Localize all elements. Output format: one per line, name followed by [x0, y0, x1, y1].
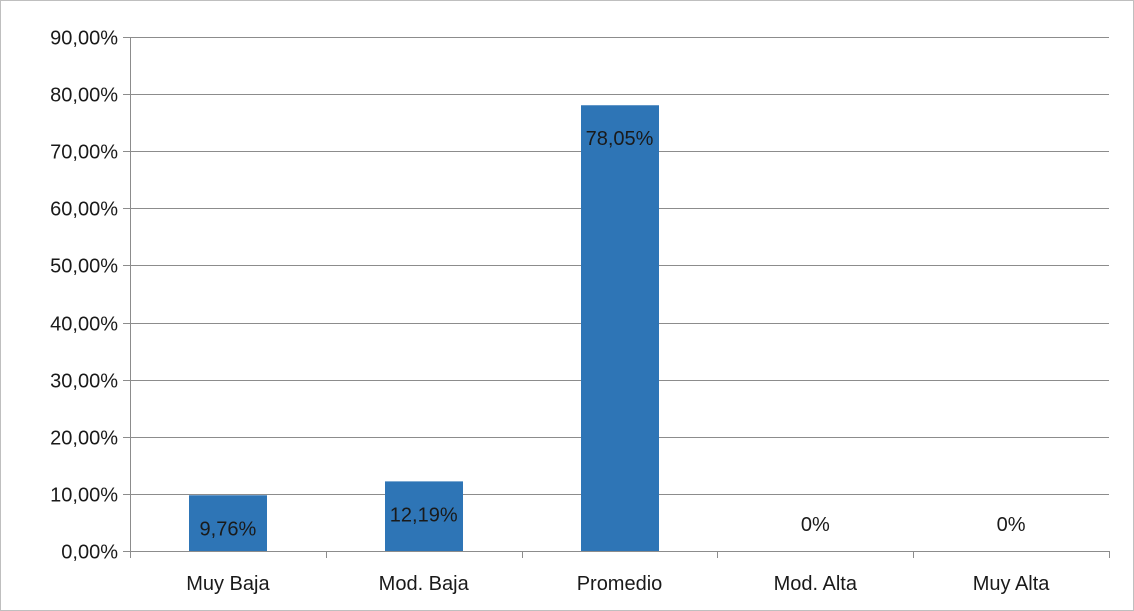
bars [189, 105, 659, 552]
y-tick-label: 40,00% [50, 314, 118, 336]
y-tick-label: 90,00% [50, 28, 118, 50]
x-category-label: Mod. Baja [379, 573, 470, 595]
y-tick-label: 50,00% [50, 256, 118, 278]
y-tick-label: 10,00% [50, 485, 118, 507]
data-label: 12,19% [390, 504, 458, 526]
data-label: 78,05% [586, 128, 654, 150]
bar-mod-baja [385, 481, 463, 551]
y-tick-label: 0,00% [61, 542, 118, 564]
y-tick-label: 70,00% [50, 142, 118, 164]
bar-promedio [581, 105, 659, 552]
data-label: 9,76% [200, 518, 257, 540]
labels: 0,00% 10,00% 20,00% 30,00% 40,00% 50,00% 60,00… [50, 28, 1050, 596]
y-tick-label: 80,00% [50, 85, 118, 107]
bar-muy-baja [189, 495, 267, 551]
data-label: 0% [997, 514, 1026, 536]
axes [123, 37, 1110, 558]
x-category-label: Promedio [577, 573, 663, 595]
x-category-label: Muy Alta [973, 573, 1051, 595]
x-category-label: Mod. Alta [774, 573, 858, 595]
y-tick-label: 30,00% [50, 371, 118, 393]
data-label: 0% [801, 514, 830, 536]
x-category-label: Muy Baja [186, 573, 270, 595]
y-tick-label: 60,00% [50, 199, 118, 221]
y-tick-label: 20,00% [50, 428, 118, 450]
